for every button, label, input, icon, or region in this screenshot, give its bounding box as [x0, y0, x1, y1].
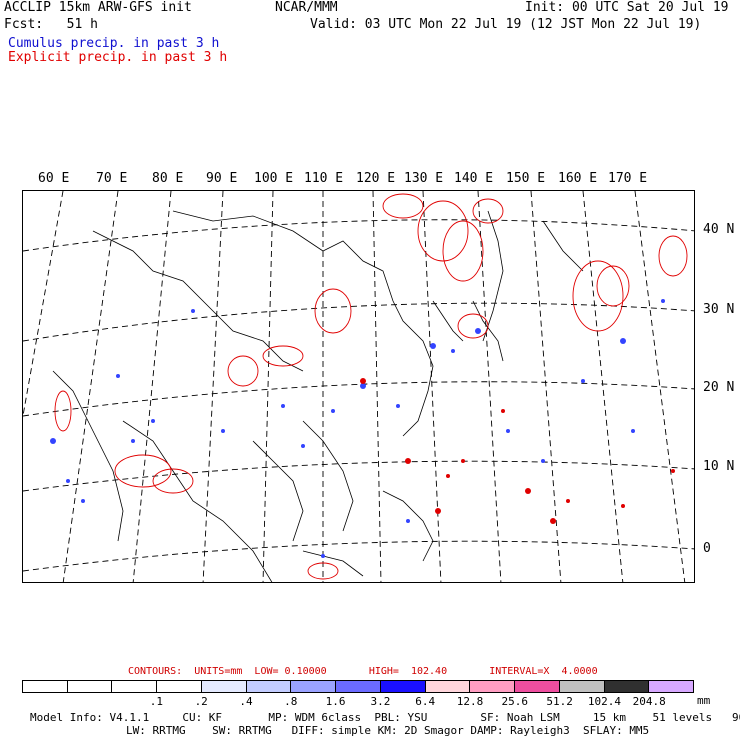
- lon-label-90e: 90 E: [206, 171, 238, 186]
- lon-label-160e: 160 E: [558, 171, 598, 186]
- forecast-hour: Fcst: 51 h: [4, 17, 98, 32]
- color-scale-tick: 25.6: [501, 695, 529, 708]
- title-run: ACCLIP 15km ARW-GFS init: [4, 0, 192, 15]
- contour-info: CONTOURS: UNITS=mm LOW= 0.10000 HIGH= 10…: [128, 666, 598, 677]
- color-scale-segment: [67, 681, 113, 692]
- legend-cumulus: Cumulus precip. in past 3 h: [8, 36, 220, 51]
- color-scale-segment: [649, 681, 694, 692]
- lon-label-80e: 80 E: [152, 171, 184, 186]
- color-scale-segment: [470, 681, 516, 692]
- precip-map: [22, 190, 695, 583]
- legend-explicit: Explicit precip. in past 3 h: [8, 50, 228, 65]
- color-scale-tick: 102.4: [587, 695, 621, 708]
- color-scale-bar: [22, 680, 694, 693]
- lat-label-30n: 30 N: [703, 302, 735, 317]
- model-info-line1: Model Info: V4.1.1 CU: KF MP: WDM 6class…: [30, 711, 740, 724]
- color-scale-tick: .4: [239, 695, 253, 708]
- color-scale-tick: 12.8: [456, 695, 484, 708]
- lon-label-120e: 120 E: [356, 171, 396, 186]
- lon-label-140e: 140 E: [454, 171, 494, 186]
- color-scale-segment: [336, 681, 381, 692]
- color-scale-segment: [291, 681, 337, 692]
- color-scale-tick: 204.8: [632, 695, 666, 708]
- cumulus-precip: [50, 299, 665, 558]
- color-scale-tick: 3.2: [370, 695, 391, 708]
- color-scale-tick: .8: [284, 695, 298, 708]
- color-scale-tick: 51.2: [546, 695, 573, 708]
- lon-label-60e: 60 E: [38, 171, 70, 186]
- color-scale-segment: [112, 681, 158, 692]
- explicit-precip: [54, 193, 688, 580]
- lat-label-10n: 10 N: [703, 459, 735, 474]
- color-scale-tick: .1: [149, 695, 164, 708]
- lon-label-70e: 70 E: [96, 171, 128, 186]
- lat-label-20n: 20 N: [703, 380, 735, 395]
- map-svg: [23, 191, 694, 582]
- coastlines: [52, 210, 584, 582]
- color-scale-segment: [201, 681, 247, 692]
- graticule: [23, 191, 694, 582]
- color-scale-segment: [246, 681, 292, 692]
- color-scale-tick: 1.6: [325, 695, 346, 708]
- color-scale-segment: [604, 681, 650, 692]
- title-center: NCAR/MMM: [275, 0, 338, 15]
- color-scale-segment: [157, 681, 202, 692]
- lon-label-130e: 130 E: [404, 171, 444, 186]
- color-scale-tick: 6.4: [415, 695, 436, 708]
- title-init: Init: 00 UTC Sat 20 Jul 19: [525, 0, 729, 15]
- color-scale-segment: [23, 681, 68, 692]
- color-scale-segment: [515, 681, 560, 692]
- color-scale-tick: .2: [194, 695, 208, 708]
- lat-label-40n: 40 N: [703, 222, 735, 237]
- color-scale-segment: [380, 681, 426, 692]
- lon-label-110e: 110 E: [304, 171, 344, 186]
- lon-label-150e: 150 E: [506, 171, 546, 186]
- lon-label-100e: 100 E: [254, 171, 294, 186]
- lat-label-equator: 0: [703, 541, 711, 556]
- explicit-precip-spots: [360, 378, 675, 524]
- color-scale-segment: [559, 681, 605, 692]
- valid-time: Valid: 03 UTC Mon 22 Jul 19 (12 JST Mon …: [310, 17, 702, 32]
- units-label: mm: [697, 694, 711, 707]
- lon-label-170e: 170 E: [608, 171, 648, 186]
- color-scale-segment: [425, 681, 471, 692]
- model-info-line2: LW: RRTMG SW: RRTMG DIFF: simple KM: 2D …: [126, 724, 650, 737]
